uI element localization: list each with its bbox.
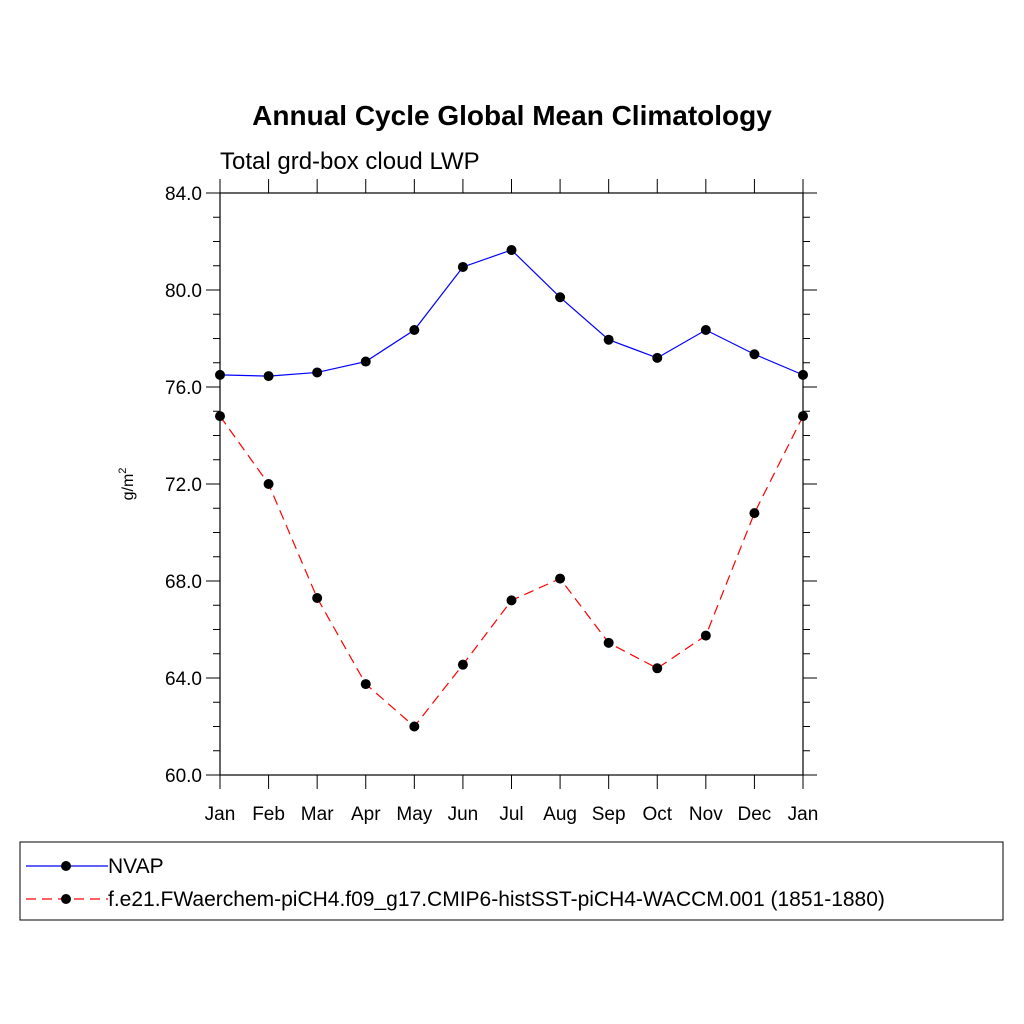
y-tick-label: 60.0 — [165, 766, 202, 787]
legend: NVAP f.e21.FWaerchem-piCH4.f09_g17.CMIP6… — [19, 841, 1004, 921]
data-point-0-5 — [457, 261, 468, 272]
legend-label-model: f.e21.FWaerchem-piCH4.f09_g17.CMIP6-hist… — [108, 888, 885, 911]
data-point-1-12 — [798, 411, 808, 422]
x-tick-label: Oct — [642, 804, 672, 825]
y-axis-label: g/m2 — [117, 468, 137, 501]
svg-text:g/m2: g/m2 — [117, 468, 137, 501]
data-point-0-0 — [215, 369, 225, 380]
legend-marker-model — [61, 894, 71, 904]
data-point-0-6 — [506, 244, 517, 255]
data-point-0-9 — [652, 352, 663, 363]
data-point-0-1 — [263, 371, 274, 382]
data-point-1-1 — [263, 479, 274, 489]
data-point-1-7 — [555, 573, 566, 584]
data-point-1-8 — [603, 637, 614, 648]
x-tick-label: Dec — [738, 804, 772, 825]
x-tick-label: Sep — [592, 804, 626, 825]
data-point-1-0 — [215, 411, 225, 422]
x-tick-label: Jun — [448, 804, 479, 825]
data-point-0-8 — [603, 334, 614, 345]
y-tick-label: 72.0 — [165, 475, 202, 496]
data-point-1-6 — [506, 595, 517, 606]
x-tick-label: Aug — [543, 804, 577, 825]
y-ticks: 60.0 64.0 68.0 72.0 76.0 80.0 84.0 — [165, 184, 817, 787]
data-point-0-2 — [312, 367, 323, 378]
series-layer — [215, 244, 808, 732]
data-point-1-4 — [409, 721, 420, 732]
data-point-0-4 — [409, 325, 420, 336]
data-point-0-10 — [700, 325, 711, 336]
legend-marker-nvap — [61, 861, 71, 871]
x-tick-label: May — [396, 804, 432, 825]
y-tick-label: 68.0 — [165, 572, 202, 593]
x-ticks: Jan Feb Mar Apr May Jun Jul Aug Sep Oct Nov Dec Jan — [205, 179, 819, 825]
data-point-0-7 — [555, 292, 566, 303]
y-tick-label: 64.0 — [165, 669, 202, 690]
data-point-1-2 — [312, 592, 323, 603]
data-point-1-3 — [360, 679, 371, 690]
y-axis-label-text: g/m — [120, 474, 137, 501]
legend-label-nvap: NVAP — [108, 855, 164, 878]
x-tick-label: Apr — [351, 804, 381, 825]
data-point-1-9 — [652, 663, 663, 674]
legend-box — [19, 841, 1004, 921]
plot-frame — [219, 192, 804, 776]
x-tick-label: Mar — [301, 804, 334, 825]
x-tick-label: Feb — [252, 804, 285, 825]
data-point-1-11 — [749, 508, 760, 519]
data-point-0-12 — [798, 369, 808, 380]
chart-title: Annual Cycle Global Mean Climatology — [252, 100, 772, 131]
x-tick-label: Jul — [499, 804, 523, 825]
y-tick-label: 76.0 — [165, 378, 202, 399]
series-line-0 — [219, 249, 804, 377]
y-tick-label: 80.0 — [165, 281, 202, 302]
data-point-0-11 — [749, 349, 760, 360]
series-line-1 — [219, 415, 804, 728]
x-tick-label: Jan — [788, 804, 819, 825]
data-point-1-10 — [700, 630, 711, 641]
x-tick-label: Jan — [205, 804, 236, 825]
x-tick-label: Nov — [689, 804, 723, 825]
y-tick-label: 84.0 — [165, 184, 202, 205]
y-axis-label-superscript: 2 — [117, 468, 129, 474]
data-point-0-3 — [360, 356, 371, 367]
data-point-1-5 — [457, 659, 468, 670]
chart-subtitle: Total grd-box cloud LWP — [220, 148, 480, 175]
